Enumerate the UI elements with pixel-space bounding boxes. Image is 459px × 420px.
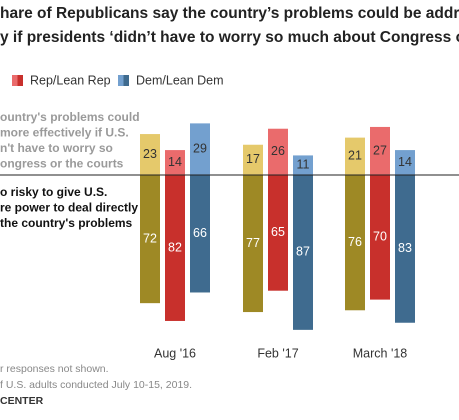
bar — [370, 175, 390, 300]
annotation: n't have to worry so — [0, 141, 113, 155]
value-label: 82 — [168, 240, 182, 254]
bar — [395, 150, 415, 175]
bar — [190, 175, 210, 293]
bar — [165, 150, 185, 175]
x-tick-label: March '18 — [353, 346, 408, 360]
bar — [268, 175, 288, 291]
bar — [243, 144, 263, 175]
value-label: 76 — [348, 235, 362, 249]
bar — [140, 175, 160, 304]
annotation: re power to deal directly — [0, 201, 138, 215]
bar — [243, 175, 263, 313]
bar — [190, 123, 210, 175]
value-label: 87 — [296, 245, 310, 259]
value-label: 77 — [246, 236, 260, 250]
x-tick-label: Feb '17 — [257, 346, 298, 360]
legend-swatch — [123, 75, 129, 86]
x-tick-label: Aug '16 — [154, 346, 196, 360]
value-label: 72 — [143, 231, 157, 245]
source: CENTER — [0, 395, 44, 407]
bar — [268, 128, 288, 175]
value-label: 17 — [246, 152, 260, 166]
chart-title: hare of Republicans say the country’s pr… — [0, 5, 459, 22]
annotation: the country's problems — [0, 216, 133, 230]
bar — [165, 175, 185, 321]
annotation: ountry's problems could — [0, 110, 140, 124]
bar — [293, 175, 313, 330]
value-label: 29 — [193, 141, 207, 155]
value-label: 21 — [348, 149, 362, 163]
value-label: 83 — [398, 241, 412, 255]
bar — [370, 126, 390, 175]
value-label: 11 — [297, 158, 310, 172]
bar — [140, 134, 160, 175]
bar — [345, 175, 365, 311]
value-label: 26 — [271, 144, 285, 158]
legend-swatch — [17, 75, 23, 86]
value-label: 27 — [373, 143, 387, 157]
annotation: ongress or the courts — [0, 157, 124, 171]
annotation: more effectively if U.S. — [0, 126, 129, 140]
chart-title: y if presidents ‘didn’t have to worry so… — [0, 29, 459, 46]
bar — [345, 137, 365, 175]
legend-label: Dem/Lean Dem — [136, 73, 224, 87]
bar — [293, 155, 313, 175]
value-label: 23 — [143, 147, 157, 161]
note: f U.S. adults conducted July 10-15, 2019… — [0, 379, 192, 391]
value-label: 14 — [168, 155, 182, 169]
value-label: 14 — [398, 155, 412, 169]
value-label: 66 — [193, 226, 207, 240]
annotation: o risky to give U.S. — [0, 185, 107, 199]
value-label: 65 — [271, 225, 285, 239]
note: r responses not shown. — [0, 363, 109, 375]
value-label: 70 — [373, 230, 387, 244]
bar — [395, 175, 415, 323]
legend-label: Rep/Lean Rep — [30, 73, 111, 87]
